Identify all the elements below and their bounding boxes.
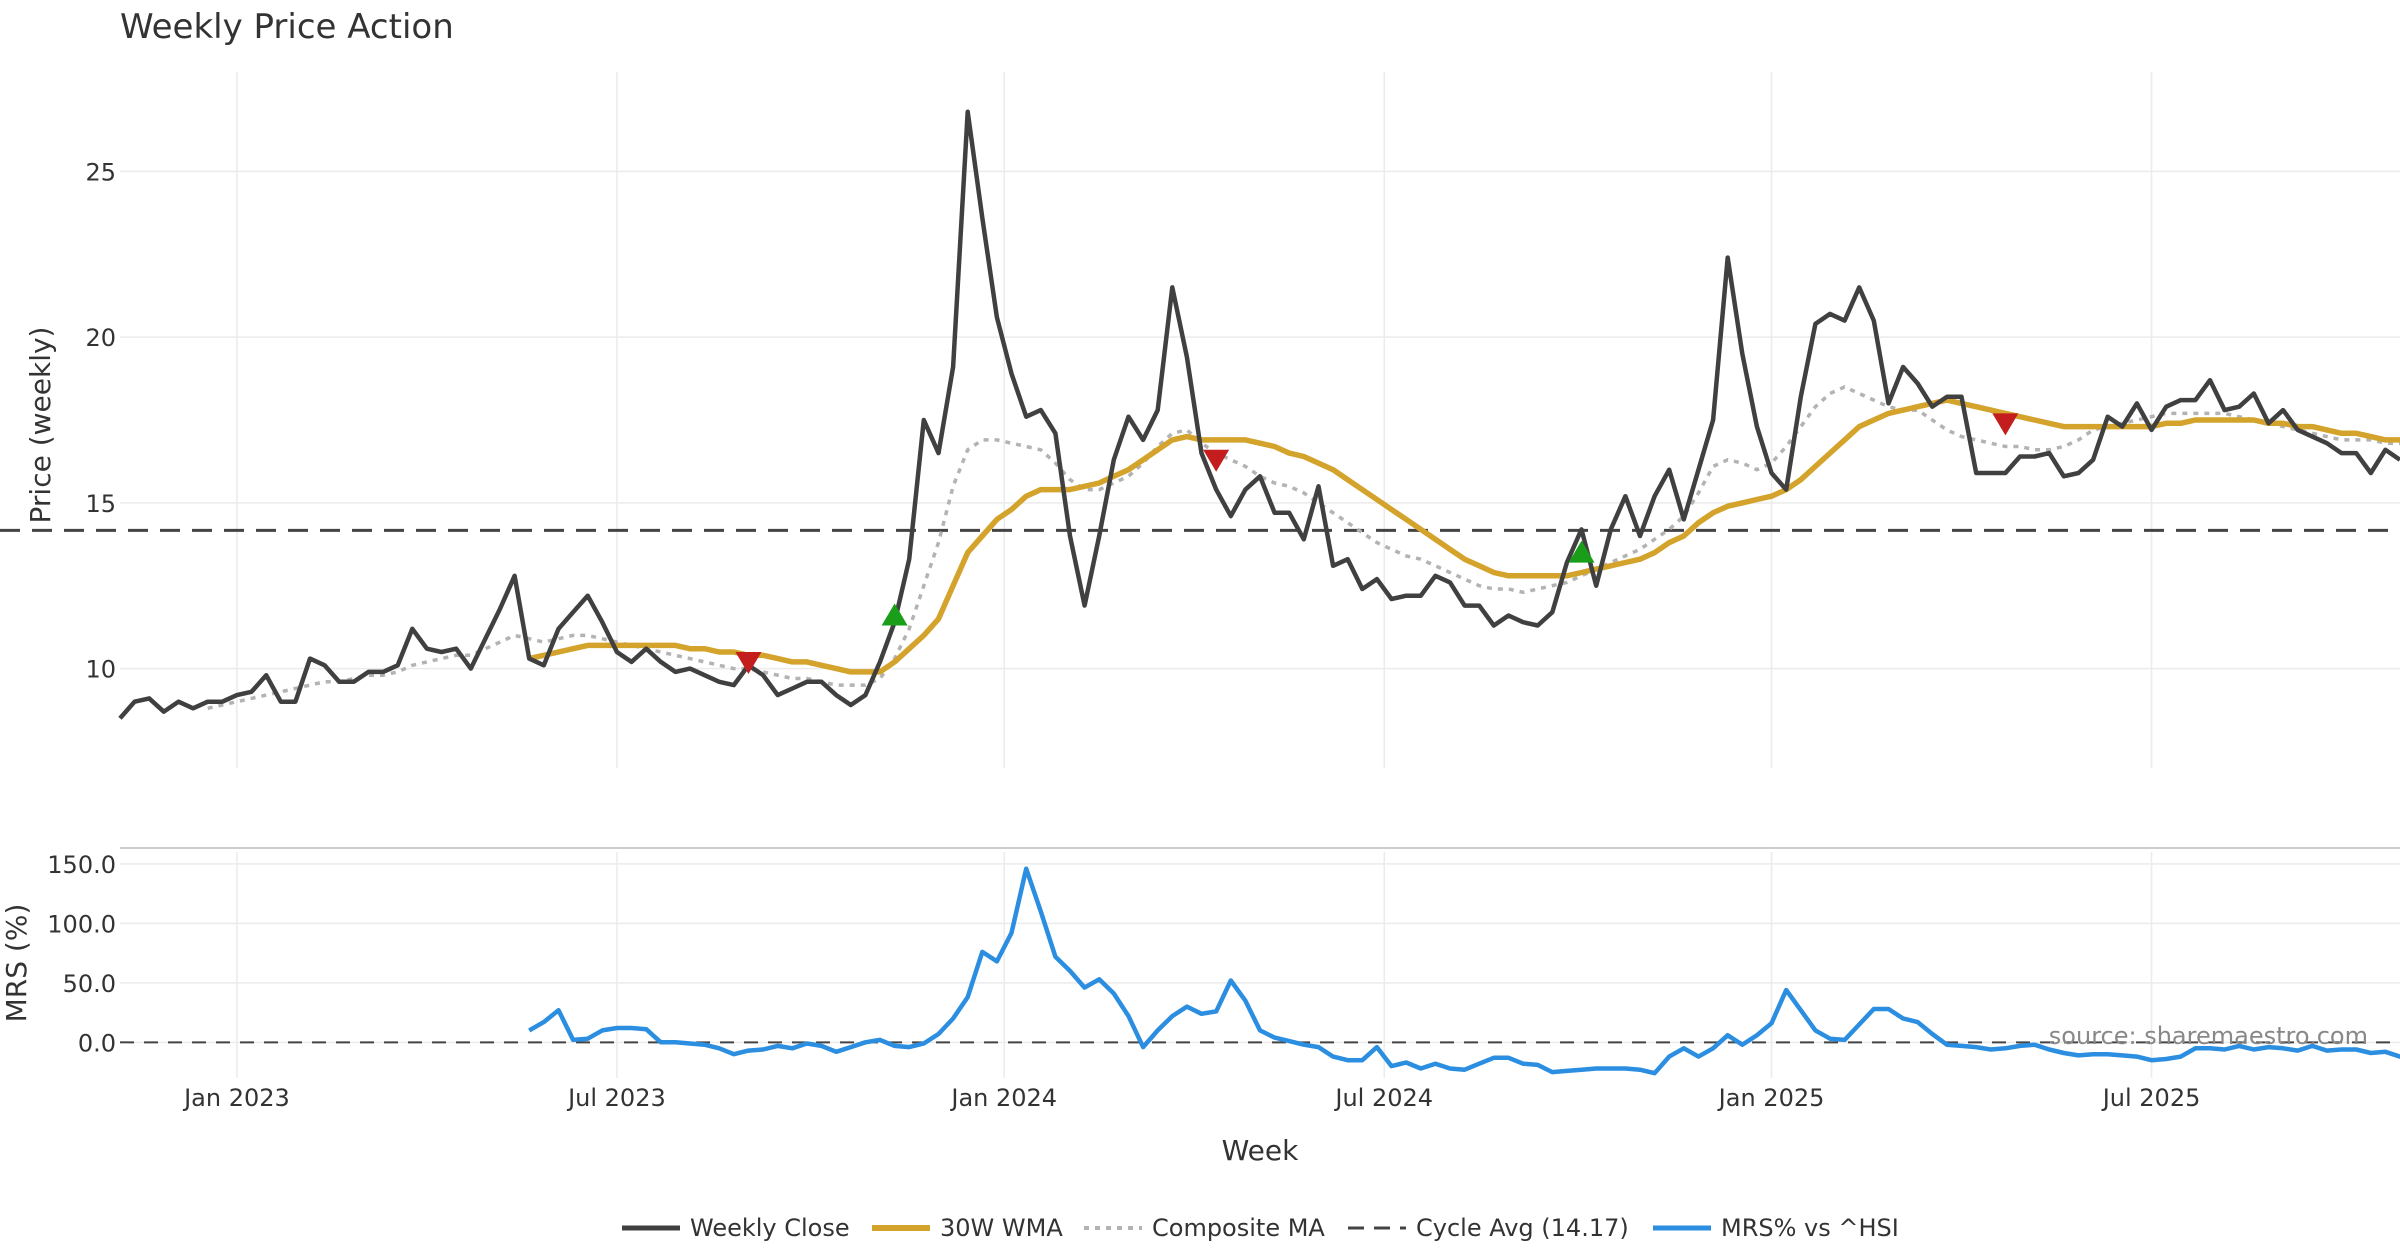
price-grid	[120, 72, 2400, 768]
mrs-y-tick-label: 50.0	[63, 970, 116, 998]
price-y-tick-label: 25	[85, 158, 116, 186]
legend-label: 30W WMA	[940, 1214, 1063, 1242]
wma-30w-line	[528, 397, 2400, 675]
legend-label: Cycle Avg (14.17)	[1416, 1214, 1629, 1242]
mrs-y-tick-label: 0.0	[78, 1029, 116, 1057]
buy-signal-marker	[1568, 540, 1595, 563]
price-y-ticks: 10 15 20 25	[85, 158, 116, 683]
signal-markers	[735, 413, 2019, 674]
x-tick-label: Jan 2023	[182, 1084, 290, 1112]
mrs-y-tick-label: 150.0	[47, 851, 116, 879]
x-ticks: Jan 2023 Jul 2023 Jan 2024 Jul 2024 Jan 2025…	[182, 1084, 2200, 1112]
x-tick-label: Jul 2025	[2101, 1084, 2201, 1112]
buy-signal-marker	[881, 603, 908, 626]
x-axis-label: Week	[1222, 1134, 1299, 1167]
x-tick-label: Jan 2025	[1717, 1084, 1825, 1112]
source-note: source: sharemaestro.com	[2049, 1022, 2368, 1050]
legend: Weekly Close 30W WMA Composite MA Cycle Avg…	[622, 1214, 1899, 1242]
price-y-label: Price (weekly)	[24, 327, 57, 524]
mrs-y-label: MRS (%)	[0, 904, 33, 1023]
price-y-tick-label: 10	[85, 656, 116, 684]
legend-label: MRS% vs ^HSI	[1721, 1214, 1899, 1242]
sell-signal-marker	[1203, 449, 1230, 472]
mrs-y-ticks: 150.0 100.0 50.0 0.0	[47, 851, 116, 1057]
mrs-line	[528, 866, 2400, 1076]
weekly-close-line	[118, 109, 2400, 720]
price-y-tick-label: 15	[85, 490, 116, 518]
legend-label: Weekly Close	[690, 1214, 850, 1242]
sell-signal-marker	[735, 651, 762, 674]
x-tick-label: Jul 2024	[1333, 1084, 1433, 1112]
x-tick-label: Jan 2024	[949, 1084, 1057, 1112]
composite-ma-line	[207, 384, 2400, 711]
x-tick-label: Jul 2023	[566, 1084, 666, 1112]
price-y-tick-label: 20	[85, 324, 116, 352]
mrs-y-tick-label: 100.0	[47, 910, 116, 938]
legend-label: Composite MA	[1152, 1214, 1325, 1242]
chart-title: Weekly Price Action	[120, 7, 454, 47]
sell-signal-marker	[1992, 413, 2019, 436]
